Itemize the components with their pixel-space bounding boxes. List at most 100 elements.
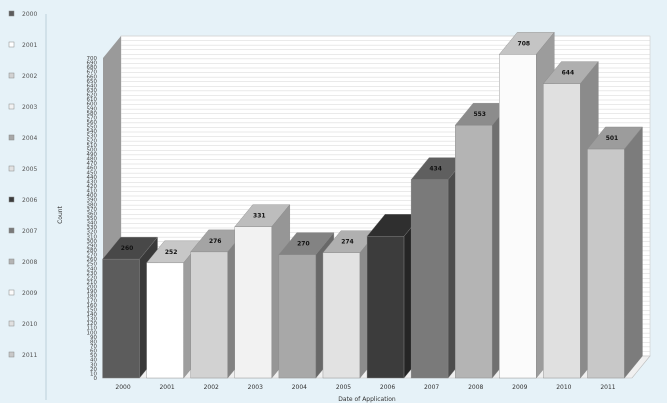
legend-item: 2003 (8, 103, 37, 111)
y-tick-label: 380 (87, 202, 98, 208)
legend-label: 2007 (22, 228, 37, 235)
y-tick-label: 80 (90, 339, 97, 345)
legend-label: 2001 (22, 42, 37, 49)
plot-area: 0102030405060708090100110120130140150160… (87, 31, 651, 391)
y-tick-label: 430 (87, 179, 98, 185)
legend-item: 2008 (8, 258, 37, 266)
legend-item: 2006 (8, 196, 37, 204)
y-tick-label: 530 (87, 134, 98, 140)
legend-swatch (8, 351, 15, 358)
y-tick-label: 330 (87, 225, 98, 231)
legend-item: 2000 (8, 10, 37, 18)
y-tick-label: 650 (87, 79, 98, 85)
y-axis-title: Count (57, 205, 64, 223)
y-tick-label: 440 (87, 175, 98, 181)
y-tick-label: 350 (87, 216, 98, 222)
legend-label: 2010 (22, 321, 37, 328)
bar-side (624, 126, 643, 379)
legend-swatch (8, 41, 15, 48)
y-tick-label: 390 (87, 198, 98, 204)
legend-item: 2010 (8, 320, 37, 328)
legend: 2000 2001 2002 2003 2004 2005 2006 2007 2008 2009… (8, 10, 37, 359)
data-label: 252 (165, 249, 178, 256)
x-tick-label: 2002 (204, 384, 219, 391)
legend-swatch (8, 289, 15, 296)
y-tick-label: 140 (87, 312, 98, 318)
y-tick-label: 610 (87, 97, 98, 103)
bar-front (455, 124, 493, 379)
legend-swatch (8, 165, 15, 172)
x-tick-label: 2010 (556, 384, 571, 391)
legend-label: 2008 (22, 259, 37, 266)
y-tick-label: 560 (87, 120, 98, 126)
bar-front (587, 148, 625, 379)
y-tick-label: 10 (90, 371, 97, 377)
y-tick-label: 310 (87, 234, 98, 240)
y-tick-label: 110 (87, 326, 98, 332)
y-tick-label: 320 (87, 230, 98, 236)
bar (102, 236, 158, 379)
data-label: 331 (253, 213, 266, 220)
legend-item: 2001 (8, 41, 37, 49)
data-label: 644 (562, 70, 575, 77)
x-tick-label: 2008 (468, 384, 483, 391)
legend-item: 2011 (8, 351, 37, 359)
y-tick-label: 660 (87, 74, 98, 80)
bar-front (190, 251, 228, 379)
legend-item: 2009 (8, 289, 37, 297)
legend-label: 2003 (22, 104, 37, 111)
legend-item: 2005 (8, 165, 37, 173)
y-tick-label: 60 (90, 349, 97, 355)
legend-swatch (8, 227, 15, 234)
y-tick-label: 170 (87, 298, 98, 304)
data-label: 708 (518, 40, 531, 47)
bar-front (366, 236, 405, 379)
y-tick-label: 620 (87, 93, 98, 99)
y-tick-label: 680 (87, 65, 98, 71)
bar (587, 126, 643, 379)
legend-swatch (8, 103, 15, 110)
y-tick-label: 220 (87, 275, 98, 281)
bar-front (234, 226, 272, 379)
data-label: 260 (121, 245, 134, 252)
y-tick-label: 190 (87, 289, 98, 295)
legend-swatch (8, 320, 15, 327)
bar-front (410, 179, 449, 379)
legend-item: 2002 (8, 72, 37, 80)
bar-front (543, 83, 581, 379)
bar-front (146, 262, 184, 379)
data-label: 274 (341, 239, 354, 246)
y-tick-label: 210 (87, 280, 98, 286)
y-tick-label: 550 (87, 125, 98, 131)
y-tick-label: 400 (87, 193, 98, 199)
y-tick-label: 700 (87, 56, 98, 62)
y-tick-label: 470 (87, 161, 98, 167)
legend-swatch (8, 258, 15, 265)
y-tick-label: 640 (87, 83, 98, 89)
data-label: 501 (606, 135, 619, 142)
y-tick-label: 450 (87, 170, 98, 176)
y-tick-label: 480 (87, 157, 98, 163)
y-tick-label: 40 (90, 358, 97, 364)
y-tick-label: 540 (87, 129, 98, 135)
x-axis-title: Date of Application (338, 396, 396, 403)
y-tick-label: 260 (87, 257, 98, 263)
y-tick-label: 0 (94, 376, 98, 382)
y-tick-label: 490 (87, 152, 98, 158)
y-tick-label: 360 (87, 211, 98, 217)
x-tick-label: 2001 (159, 384, 174, 391)
legend-label: 2005 (22, 166, 37, 173)
y-tick-label: 590 (87, 106, 98, 112)
y-tick-label: 70 (90, 344, 97, 350)
y-tick-label: 300 (87, 239, 98, 245)
y-tick-label: 160 (87, 303, 98, 309)
y-tick-label: 250 (87, 262, 98, 268)
bar-front (278, 254, 317, 379)
bar-front (102, 258, 140, 379)
y-tick-label: 270 (87, 253, 98, 259)
legend-item: 2004 (8, 134, 37, 142)
y-tick-label: 630 (87, 88, 98, 94)
y-tick-label: 130 (87, 317, 98, 323)
y-tick-label: 500 (87, 147, 98, 153)
